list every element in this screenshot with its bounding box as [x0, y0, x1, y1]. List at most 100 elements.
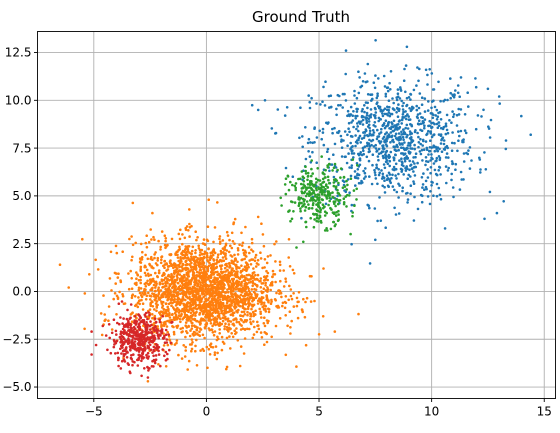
scatter-point	[310, 159, 314, 162]
scatter-point	[319, 208, 323, 211]
scatter-point	[456, 84, 460, 87]
scatter-point	[147, 240, 151, 244]
scatter-point	[430, 135, 434, 139]
scatter-point	[179, 320, 182, 324]
scatter-point	[212, 259, 216, 262]
scatter-point	[164, 281, 167, 284]
scatter-point	[363, 171, 367, 175]
scatter-point	[467, 105, 470, 108]
scatter-point	[400, 118, 404, 122]
scatter-point	[125, 317, 129, 321]
scatter-point	[232, 269, 236, 273]
scatter-point	[397, 138, 400, 141]
series-3	[90, 300, 174, 379]
scatter-point	[344, 49, 348, 52]
scatter-point	[439, 126, 443, 130]
scatter-point	[167, 295, 171, 299]
scatter-point	[161, 282, 165, 286]
scatter-point	[409, 184, 413, 187]
scatter-point	[194, 349, 197, 353]
scatter-point	[364, 175, 367, 178]
scatter-point	[443, 148, 447, 151]
scatter-point	[324, 187, 327, 191]
scatter-point	[372, 81, 376, 84]
scatter-point	[304, 126, 307, 129]
scatter-point	[175, 301, 179, 305]
scatter-point	[221, 302, 225, 306]
scatter-point	[199, 349, 202, 352]
scatter-point	[387, 135, 391, 139]
scatter-point	[147, 291, 150, 295]
scatter-point	[217, 315, 221, 319]
scatter-point	[352, 152, 356, 155]
scatter-point	[243, 313, 247, 316]
scatter-point	[403, 131, 407, 135]
scatter-point	[383, 126, 387, 130]
scatter-point	[142, 356, 145, 359]
scatter-point	[243, 276, 247, 280]
scatter-point	[246, 327, 249, 331]
scatter-point	[215, 299, 219, 303]
scatter-point	[394, 162, 398, 166]
scatter-point	[414, 129, 417, 132]
scatter-point	[161, 286, 164, 289]
scatter-point	[426, 109, 430, 112]
scatter-point	[219, 284, 222, 287]
scatter-point	[376, 155, 380, 158]
scatter-point	[256, 215, 260, 219]
scatter-point	[193, 311, 196, 315]
scatter-point	[252, 313, 256, 316]
scatter-point	[127, 272, 130, 275]
scatter-point	[166, 313, 169, 317]
scatter-point	[416, 113, 420, 116]
scatter-point	[349, 105, 353, 109]
scatter-point	[187, 359, 191, 363]
scatter-point	[450, 160, 454, 163]
scatter-point	[239, 345, 243, 348]
scatter-point	[264, 310, 268, 313]
scatter-point	[336, 219, 340, 222]
scatter-point	[357, 70, 360, 73]
scatter-point	[351, 158, 355, 161]
scatter-point	[328, 181, 331, 185]
scatter-point	[412, 156, 415, 159]
scatter-point	[181, 242, 184, 246]
scatter-point	[286, 174, 290, 178]
scatter-point	[419, 152, 423, 156]
scatter-point	[194, 264, 197, 268]
scatter-point	[125, 333, 129, 336]
scatter-point	[146, 336, 149, 340]
scatter-point	[240, 244, 244, 247]
scatter-point	[357, 152, 360, 156]
scatter-point	[421, 144, 425, 147]
scatter-point	[216, 335, 219, 339]
scatter-point	[462, 140, 465, 144]
scatter-point	[198, 248, 202, 252]
scatter-point	[240, 310, 244, 314]
scatter-point	[194, 251, 197, 255]
axis-ticks: −5 0 5 10 15−5.0−2.50.02.55.07.510.012.5	[2, 46, 552, 419]
scatter-point	[245, 273, 249, 277]
scatter-point	[364, 116, 367, 119]
scatter-point	[190, 268, 193, 272]
scatter-point	[235, 301, 239, 304]
scatter-point	[407, 141, 411, 145]
scatter-point	[446, 131, 450, 135]
scatter-point	[157, 292, 161, 296]
scatter-point	[401, 135, 405, 139]
scatter-point	[310, 196, 314, 200]
scatter-point	[405, 123, 409, 127]
scatter-point	[255, 285, 259, 288]
scatter-point	[239, 328, 243, 331]
scatter-point	[387, 185, 391, 188]
scatter-point	[170, 318, 173, 322]
scatter-point	[400, 160, 404, 163]
scatter-point	[194, 314, 197, 317]
scatter-point	[273, 242, 276, 246]
scatter-point	[336, 188, 339, 192]
scatter-point	[175, 266, 179, 270]
scatter-point	[188, 343, 192, 346]
scatter-point	[141, 308, 145, 311]
scatter-point	[463, 129, 467, 132]
scatter-point	[357, 181, 361, 185]
